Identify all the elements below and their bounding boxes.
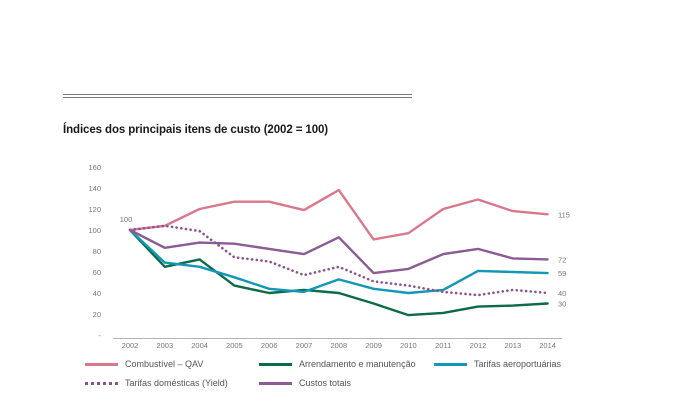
x-tick-label: 2013 [504,341,521,350]
start-value-label: 100 [120,215,133,224]
y-tick-label: 40 [93,289,101,298]
x-tick-label: 2008 [330,341,347,350]
y-tick-label: 120 [88,205,101,214]
x-tick-label: 2009 [365,341,382,350]
header-rule-bottom [63,97,412,98]
end-value-label: 40 [558,289,566,298]
y-tick-label: 20 [93,310,101,319]
series-line [128,228,549,275]
y-tick-label: 160 [88,163,101,172]
y-tick-label: - [99,331,102,340]
chart-title: Índices dos principais itens de custo (2… [63,124,329,136]
end-value-label: 59 [558,269,566,278]
x-tick-label: 2007 [296,341,313,350]
x-tick-label: 2003 [156,341,173,350]
x-tick-label: 2012 [470,341,487,350]
series-line [128,228,549,317]
y-tick-label: 140 [88,184,101,193]
x-tick-label: 2014 [539,341,556,350]
header-rule-top [63,94,412,95]
x-tick-label: 2010 [400,341,417,350]
end-value-label: 115 [558,210,570,219]
x-tick-label: 2011 [435,341,451,350]
end-value-label: 72 [558,255,566,264]
end-value-label: 30 [558,300,566,309]
x-tick-label: 2002 [122,341,139,350]
x-tick-label: 2004 [191,341,208,350]
x-tick-label: 2005 [226,341,243,350]
series-line [128,228,549,295]
y-tick-label: 80 [93,247,101,256]
y-tick-label: 100 [88,226,101,235]
x-tick-label: 2006 [261,341,278,350]
series-line [128,224,549,297]
series-line [128,188,549,241]
y-tick-label: 60 [93,268,101,277]
